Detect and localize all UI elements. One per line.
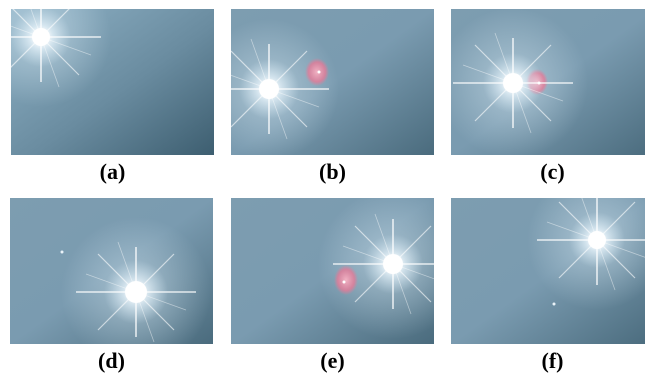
sky-photo-e — [231, 198, 434, 344]
caption-a: (a) — [99, 159, 126, 184]
caption-c: (c) — [540, 159, 565, 184]
caption-b: (b) — [319, 159, 346, 184]
sun-image-a — [11, 9, 214, 155]
sky-photo-a — [11, 9, 214, 155]
sky-photo-c — [451, 9, 645, 155]
sun-image-f — [451, 198, 645, 344]
sky-photo-b — [231, 9, 434, 155]
caption-f: (f) — [541, 348, 564, 373]
sun-image-d — [10, 198, 213, 344]
sun-image-e — [231, 198, 434, 344]
sky-photo-d — [10, 198, 213, 344]
sun-image-b — [231, 9, 434, 155]
caption-e: (e) — [320, 348, 345, 373]
caption-d: (d) — [98, 348, 125, 373]
sun-image-c — [451, 9, 645, 155]
sky-photo-f — [451, 198, 645, 344]
